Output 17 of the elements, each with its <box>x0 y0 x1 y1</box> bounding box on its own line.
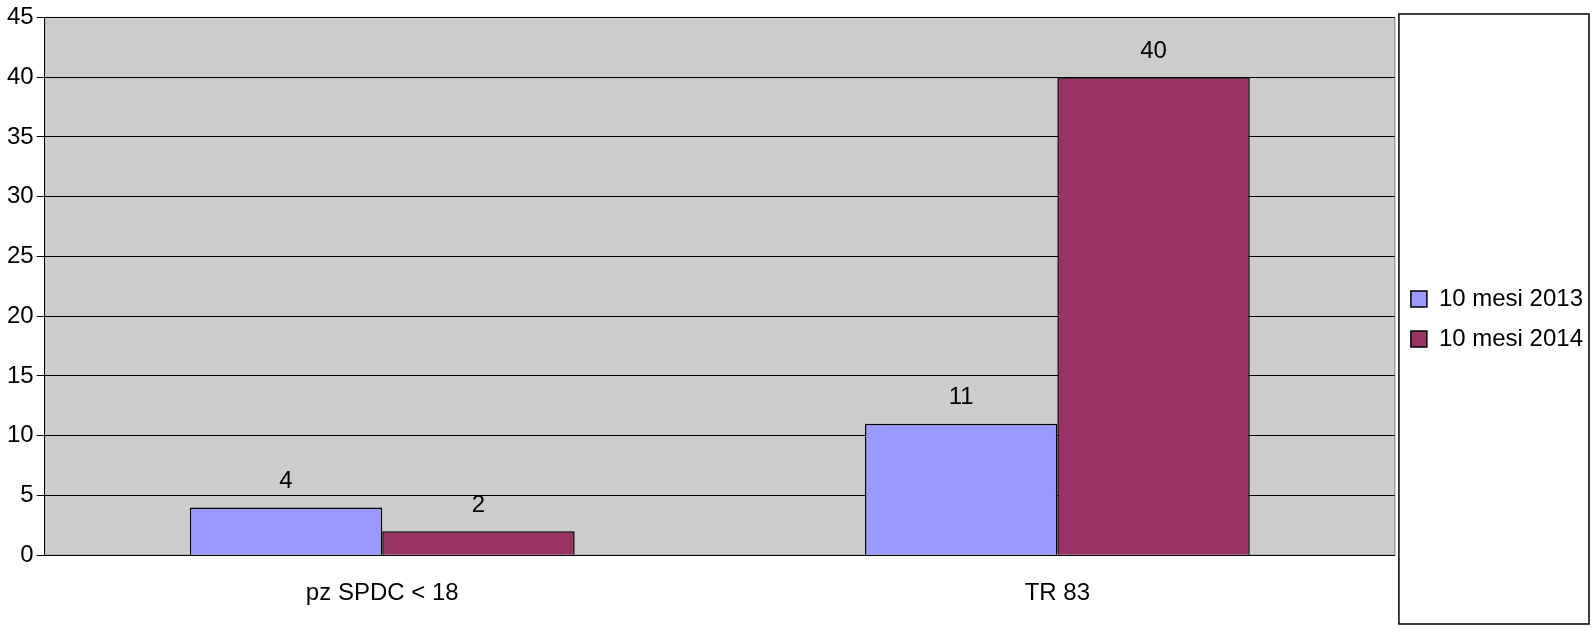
data-label: 4 <box>279 466 293 494</box>
y-tick-label: 40 <box>6 61 34 89</box>
y-tick-label: 10 <box>6 420 34 448</box>
y-tick-label: 30 <box>6 181 34 209</box>
data-label: 11 <box>948 382 974 410</box>
legend-label: 10 mesi 2014 <box>1438 323 1583 351</box>
x-tick-label: TR 83 <box>1024 578 1091 606</box>
x-tick-label: pz SPDC < 18 <box>305 578 459 606</box>
data-label: 40 <box>1140 35 1167 63</box>
y-tick-label: 35 <box>6 121 34 149</box>
y-tick-label: 25 <box>6 241 34 269</box>
y-tick-label: 15 <box>6 360 34 388</box>
legend-label: 10 mesi 2013 <box>1438 283 1583 311</box>
y-tick-label: 20 <box>6 300 34 328</box>
y-tick-label: 0 <box>20 539 34 567</box>
y-tick-label: 45 <box>6 2 34 30</box>
y-tick-label: 5 <box>20 480 34 508</box>
